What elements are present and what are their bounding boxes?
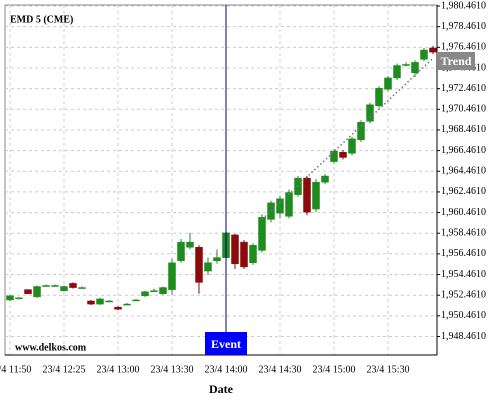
candle-body	[411, 62, 419, 73]
candle-body	[285, 192, 293, 217]
candle-body	[132, 299, 140, 302]
y-tick-label: 1,970.4610	[441, 104, 486, 115]
event-label-box	[205, 332, 247, 355]
y-tick-label: 1,972.4610	[441, 83, 486, 94]
candle-body	[402, 64, 410, 66]
candle-body	[276, 198, 284, 214]
y-tick-label: 1,956.4610	[441, 248, 486, 259]
trend-label: Trend	[441, 54, 472, 68]
candle-body	[60, 286, 68, 291]
y-tick-label: 1,966.4610	[441, 145, 486, 156]
candle-body	[258, 217, 266, 251]
candle-body	[312, 181, 320, 210]
y-tick-label: 1,976.4610	[441, 42, 486, 53]
candle-body	[303, 177, 311, 213]
trend-label-box	[437, 52, 475, 70]
candle-body	[51, 285, 59, 287]
candle-body	[348, 138, 356, 154]
candle-body	[204, 262, 212, 272]
candle-body	[168, 262, 176, 290]
candle-body	[15, 297, 23, 300]
candle-body	[339, 152, 347, 158]
candle-body	[429, 47, 437, 53]
candle-body	[114, 306, 122, 310]
candle-body	[33, 286, 41, 298]
x-tick-label: 23/4 11:50	[0, 364, 31, 375]
candle-body	[177, 241, 185, 261]
x-tick-label: 23/4 15:30	[366, 364, 409, 375]
candle-body	[42, 285, 50, 287]
candle-body	[240, 241, 248, 268]
y-tick-label: 1,978.4610	[441, 21, 486, 32]
y-tick-label: 1,960.4610	[441, 207, 486, 218]
y-tick-label: 1,954.4610	[441, 269, 486, 280]
plot-area	[4, 4, 438, 356]
candle-body	[231, 234, 239, 265]
candle-body	[6, 295, 14, 301]
candle-body	[78, 287, 86, 289]
watermark: www.delkos.com	[15, 342, 87, 353]
x-tick-label: 23/4 14:30	[258, 364, 301, 375]
x-tick-label: 23/4 15:00	[312, 364, 355, 375]
candle-body	[213, 257, 221, 261]
candle-body	[186, 241, 194, 248]
candle-body	[366, 104, 374, 122]
candle-body	[159, 287, 167, 295]
candle-body	[195, 247, 203, 283]
x-axis-label: Date	[209, 382, 234, 396]
candle-body	[384, 77, 392, 90]
candle-body	[87, 300, 95, 305]
candle-body	[96, 298, 104, 305]
chart-title: EMD 5 (CME)	[10, 14, 73, 25]
candle-body	[330, 150, 338, 162]
y-tick-label: 1,950.4610	[441, 310, 486, 321]
candle-body	[393, 65, 401, 79]
y-tick-label: 1,952.4610	[441, 289, 486, 300]
candle-body	[150, 290, 158, 292]
y-tick-label: 1,980.4610	[441, 0, 486, 11]
x-tick-label: 23/4 13:00	[96, 364, 139, 375]
y-tick-label: 1,968.4610	[441, 124, 486, 135]
y-tick-label: 1,958.4610	[441, 228, 486, 239]
candle-body	[357, 122, 365, 141]
x-tick-label: 23/4 14:00	[204, 364, 247, 375]
y-tick-label: 1,964.4610	[441, 166, 486, 177]
candle-body	[375, 87, 383, 107]
candle-body	[321, 175, 329, 183]
candle-body	[141, 291, 149, 297]
candle-body	[420, 49, 428, 60]
trend-line	[261, 57, 434, 220]
candle-body	[24, 289, 32, 295]
event-label: Event	[211, 337, 241, 351]
candle-body	[105, 300, 113, 303]
candle-body	[69, 283, 77, 288]
candle-body	[249, 244, 257, 264]
x-tick-label: 23/4 12:25	[42, 364, 85, 375]
y-tick-label: 1,948.4610	[441, 331, 486, 342]
y-tick-label: 1,962.4610	[441, 186, 486, 197]
candle-body	[123, 303, 131, 306]
x-tick-label: 23/4 13:30	[150, 364, 193, 375]
